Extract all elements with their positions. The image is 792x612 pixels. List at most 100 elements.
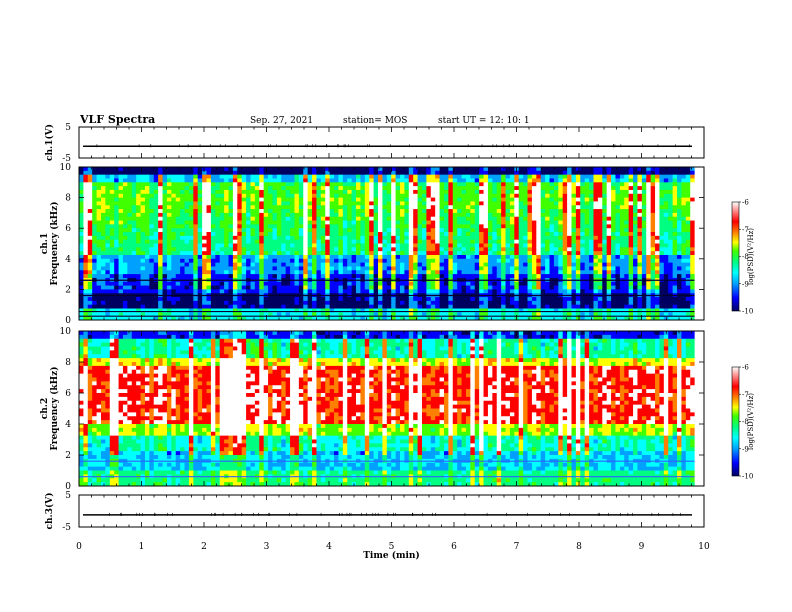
spectrogram-cell <box>611 182 616 187</box>
spectrogram-cell <box>426 300 432 306</box>
spectrogram-cell <box>228 220 234 225</box>
spectrogram-cell <box>210 289 216 294</box>
spectrogram-cell <box>404 189 410 195</box>
spectrogram-cell <box>263 289 269 294</box>
spectrogram-cell <box>294 209 300 214</box>
spectrogram-cell <box>593 186 599 191</box>
spectrogram-cell <box>373 270 379 275</box>
spectrogram-cell <box>584 205 590 210</box>
spectrogram-cell <box>320 216 326 221</box>
spectrogram-cell <box>325 308 331 313</box>
spectrogram-cell <box>483 197 489 202</box>
spectrogram-cell <box>206 235 212 241</box>
spectrogram-cell <box>171 186 177 191</box>
spectrogram-cell <box>536 251 542 256</box>
spectrogram-cell <box>158 266 163 271</box>
spectrogram-cell <box>241 316 247 321</box>
spectrogram-cell <box>435 266 440 271</box>
spectrogram-cell <box>584 304 590 309</box>
spectrogram-cell <box>404 193 410 199</box>
spectrogram-cell <box>259 193 265 199</box>
spectrogram-cell <box>158 220 163 225</box>
spectrogram-cell <box>307 212 313 218</box>
spectrogram-cell <box>571 174 577 179</box>
spectrogram-cell <box>158 228 163 233</box>
spectrogram-cell <box>342 201 348 206</box>
spectrogram-cell <box>202 224 207 229</box>
spectrogram-cell <box>254 216 260 221</box>
spectrogram-cell <box>303 304 309 309</box>
spectrogram-cell <box>114 285 119 290</box>
spectrogram-cell <box>131 209 137 214</box>
spectrogram-cell <box>259 209 265 214</box>
spectrogram-cell <box>184 289 190 294</box>
spectrogram-cell <box>483 281 489 286</box>
spectrogram-cell <box>404 186 410 191</box>
spectrogram-cell <box>290 316 295 321</box>
spectrogram-cell <box>197 312 203 317</box>
spectrogram-cell <box>417 170 423 176</box>
spectrogram-cell <box>465 308 471 313</box>
spectrogram-cell <box>593 170 599 176</box>
spectrogram-cell <box>382 216 388 221</box>
spectrogram-cell <box>364 251 370 256</box>
spectrogram-cell <box>105 224 111 229</box>
spectrogram-cell <box>540 304 546 309</box>
spectrogram-cell <box>575 212 581 218</box>
spectrogram-cell <box>589 216 594 221</box>
spectrogram-cell <box>180 170 185 176</box>
spectrogram-cell <box>210 304 216 309</box>
spectrogram-cell <box>457 262 462 267</box>
spectrogram-cell <box>114 189 119 195</box>
spectrogram-cell <box>162 228 168 233</box>
spectrogram-cell <box>470 300 476 306</box>
spectrogram-cell <box>79 239 84 244</box>
spectrogram-cell <box>373 201 379 206</box>
spectrogram-cell <box>215 232 221 237</box>
spectrogram-cell <box>96 189 102 195</box>
spectrogram-cell <box>496 228 502 233</box>
spectrogram-cell <box>435 297 440 302</box>
spectrogram-cell <box>509 312 515 317</box>
spectrogram-cell <box>246 239 251 244</box>
spectrogram-cell <box>430 247 436 252</box>
spectrogram-cell <box>615 312 621 317</box>
spectrogram-cell <box>338 220 344 225</box>
spectrogram-cell <box>325 235 331 241</box>
spectrogram-cell <box>210 300 216 306</box>
spectrogram-cell <box>250 297 256 302</box>
spectrogram-cell <box>527 316 533 321</box>
spectrogram-cell <box>294 232 300 237</box>
spectrogram-cell <box>202 220 207 225</box>
spectrogram-cell <box>193 270 199 275</box>
spectrogram-cell <box>523 212 528 218</box>
spectrogram-cell <box>79 197 84 202</box>
spectrogram-cell <box>276 232 282 237</box>
spectrogram-cell <box>197 186 203 191</box>
spectrogram-cell <box>281 258 287 264</box>
spectrogram-cell <box>237 197 243 202</box>
spectrogram-cell <box>206 186 212 191</box>
spectrogram-cell <box>356 178 361 183</box>
spectrogram-cell <box>250 201 256 206</box>
spectrogram-cell <box>461 308 467 313</box>
spectrogram-cell <box>360 201 366 206</box>
spectrogram-cell <box>351 193 357 199</box>
spectrogram-cell <box>250 205 256 210</box>
spectrogram-cell <box>531 316 537 321</box>
spectrogram-cell <box>531 186 537 191</box>
spectrogram-cell <box>281 285 287 290</box>
spectrogram-cell <box>378 281 383 286</box>
spectrogram-cell <box>149 285 155 290</box>
spectrogram-cell <box>118 232 124 237</box>
spectrogram-cell <box>202 297 207 302</box>
spectrogram-cell <box>162 281 168 286</box>
spectrogram-cell <box>430 281 436 286</box>
spectrogram-cell <box>285 232 291 237</box>
spectrogram-cell <box>606 297 612 302</box>
spectrogram-cell <box>109 216 115 221</box>
spectrogram-cell <box>417 258 423 264</box>
spectrogram-cell <box>496 254 502 260</box>
spectrogram-cell <box>549 289 555 294</box>
spectrogram-cell <box>602 254 608 260</box>
